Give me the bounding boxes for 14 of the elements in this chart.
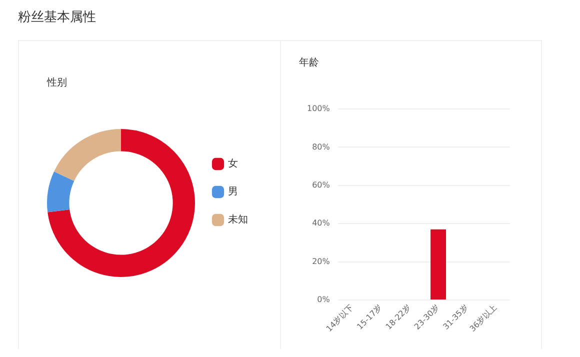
- legend-label: 男: [228, 186, 238, 198]
- y-tick-label: 100%: [306, 104, 330, 114]
- legend-label: 女: [228, 158, 238, 170]
- y-tick-label: 0%: [317, 295, 330, 304]
- legend-label: 未知: [228, 214, 248, 226]
- y-tick-label: 80%: [312, 142, 330, 152]
- text: 粉丝基本属性: [18, 9, 97, 26]
- chart-title: 性别: [46, 76, 67, 89]
- x-tick-label: 36岁以上: [468, 302, 499, 334]
- x-tick-label: 14岁以下: [324, 302, 356, 334]
- y-tick-label: 20%: [312, 256, 330, 266]
- chart-title: 年龄: [299, 56, 319, 69]
- y-tick-label: 40%: [312, 218, 330, 228]
- y-tick-label: 60%: [312, 180, 330, 190]
